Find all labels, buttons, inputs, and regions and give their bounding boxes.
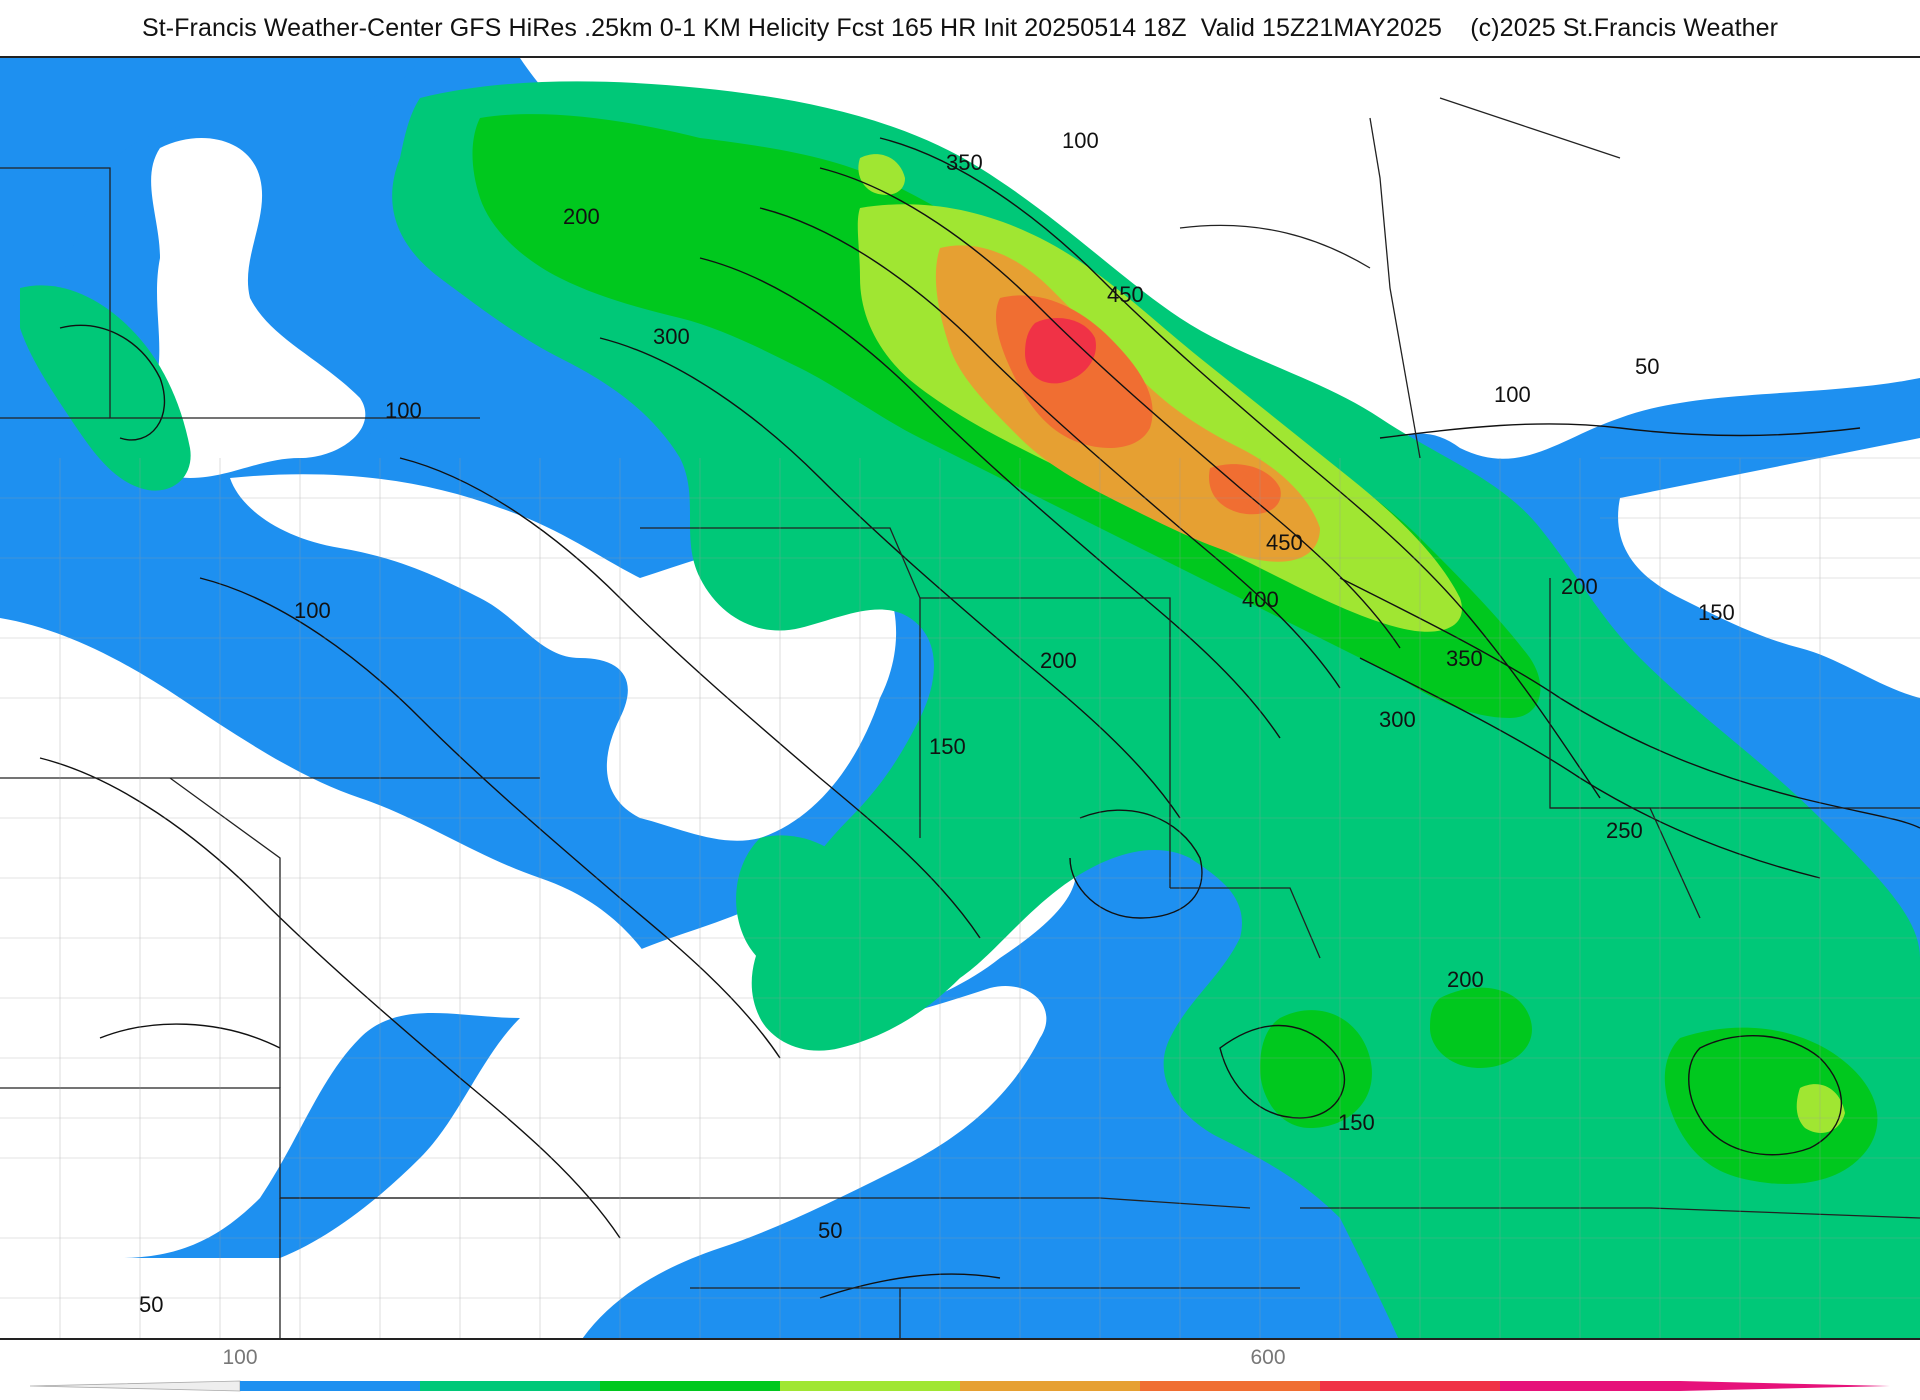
- contour-label: 200: [1447, 967, 1484, 992]
- contour-label: 200: [1561, 574, 1598, 599]
- map-title: St-Francis Weather-Center GFS HiRes .25k…: [141, 13, 1779, 42]
- contour-label: 200: [1040, 648, 1077, 673]
- colorbar-segment: [1140, 1381, 1321, 1391]
- colorbar-segment: [1320, 1381, 1501, 1391]
- colorbar-segment: [240, 1381, 421, 1391]
- contour-label: 150: [1338, 1110, 1375, 1135]
- contour-label: 400: [1242, 587, 1279, 612]
- contour-label: 300: [1379, 707, 1416, 732]
- state-borders: [0, 97, 1920, 1338]
- helicity-map-svg: 350 100 200 450 300 50 100 100 450 400 1…: [0, 58, 1920, 1338]
- contour-label: 50: [139, 1292, 163, 1317]
- contour-label: 150: [929, 734, 966, 759]
- colorbar-tick-label: 100: [222, 1346, 258, 1369]
- colorbar-strip: [30, 1380, 1890, 1392]
- helicity-map[interactable]: 350 100 200 450 300 50 100 100 450 400 1…: [0, 56, 1920, 1340]
- contour-label: 450: [1107, 282, 1144, 307]
- county-lines: [0, 457, 1920, 1338]
- contour-label: 200: [563, 204, 600, 229]
- contour-labels: 350 100 200 450 300 50 100 100 450 400 1…: [139, 128, 1735, 1317]
- colorbar-segment: [600, 1381, 781, 1391]
- fill-band-150-250: [20, 81, 1920, 1338]
- contour-label: 100: [1062, 128, 1099, 153]
- colorbar-segment: [420, 1381, 601, 1391]
- contour-label: 350: [946, 150, 983, 175]
- colorbar-tick-label: 600: [1250, 1346, 1286, 1369]
- contour-lines: [39, 137, 1920, 1299]
- colorbar-segment: [780, 1381, 961, 1391]
- colorbar: 100 600: [0, 1340, 1920, 1400]
- contour-label: 100: [294, 598, 331, 623]
- contour-label: 50: [818, 1218, 842, 1243]
- contour-label: 50: [1635, 354, 1659, 379]
- contour-label: 150: [1698, 600, 1735, 625]
- colorbar-low-arrow: [30, 1380, 241, 1392]
- colorbar-segment: [960, 1381, 1141, 1391]
- colorbar-segment: [1500, 1381, 1681, 1391]
- fill-band-650-plus: [1025, 318, 1096, 384]
- contour-label: 450: [1266, 530, 1303, 555]
- contour-label: 100: [1494, 382, 1531, 407]
- contour-label: 300: [653, 324, 690, 349]
- colorbar-high-arrow: [1680, 1381, 1890, 1391]
- colorbar-segments: [240, 1381, 1681, 1391]
- contour-label: 350: [1446, 646, 1483, 671]
- contour-label: 250: [1606, 818, 1643, 843]
- contour-label: 100: [385, 398, 422, 423]
